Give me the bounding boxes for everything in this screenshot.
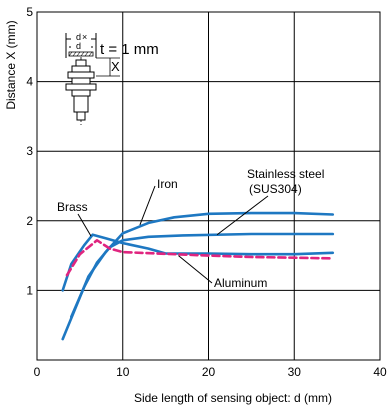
annotation-aluminum: Aluminum — [178, 255, 267, 290]
x-axis-label: Side length of sensing object: d (mm) — [134, 391, 332, 405]
annotation-brass: Brass — [57, 200, 92, 237]
x-tick-label: 30 — [288, 365, 302, 379]
annotation-aluminum-label: Aluminum — [214, 276, 267, 290]
grid — [37, 12, 380, 360]
annotation-stainless-label: Stainless steel — [247, 167, 324, 181]
annotation-stainless: Stainless steel (SUS304) — [216, 167, 324, 236]
series-line-stainless-steel-sus304 — [70, 232, 335, 319]
sensing-object-target — [65, 33, 97, 58]
series-layer — [61, 211, 335, 341]
y-tick-label: 4 — [26, 75, 33, 89]
annotation-brass-leader — [77, 213, 92, 237]
y-tick-label: 5 — [26, 5, 33, 19]
annotation-stainless-label-2: (SUS304) — [249, 182, 302, 196]
series-line-brass — [61, 233, 335, 292]
x-tick-label: 10 — [116, 365, 130, 379]
sensor-inset-diagram: d × d t = 1 mm X — [65, 32, 159, 126]
sensor-head — [65, 57, 120, 126]
x-axis-ticks: 0 10 20 30 40 — [34, 365, 387, 379]
series-line-iron — [61, 211, 335, 341]
y-axis-label: Distance X (mm) — [4, 20, 18, 109]
annotation-stainless-leader — [216, 195, 269, 236]
x-tick-label: 0 — [34, 365, 41, 379]
inset-label-times: × — [82, 32, 87, 42]
y-axis-ticks: 1 2 3 4 5 — [26, 5, 33, 297]
annotation-aluminum-leader — [178, 255, 213, 284]
plot-frame — [36, 11, 381, 361]
series-line-aluminum — [65, 239, 335, 277]
inset-label-x: X — [111, 59, 120, 74]
annotation-iron-label: Iron — [157, 177, 178, 191]
annotation-iron: Iron — [139, 177, 178, 226]
y-tick-label: 1 — [26, 283, 33, 297]
x-tick-label: 40 — [373, 365, 387, 379]
inset-label-d-top: d — [76, 32, 81, 42]
inset-label-d: d — [76, 41, 81, 51]
annotation-brass-label: Brass — [57, 200, 88, 214]
y-tick-label: 3 — [26, 144, 33, 158]
x-tick-label: 20 — [202, 365, 216, 379]
annotation-iron-leader — [139, 185, 156, 226]
y-tick-label: 2 — [26, 214, 33, 228]
inset-label-thickness: t = 1 mm — [100, 41, 159, 58]
